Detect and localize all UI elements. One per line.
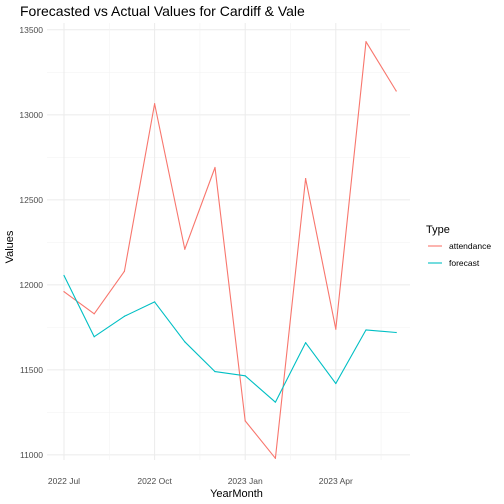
- y-tick-label: 13500: [19, 25, 43, 35]
- x-tick-label: 2023 Jan: [228, 476, 263, 486]
- data-point-attendance: [214, 166, 216, 169]
- y-axis-title: Values: [4, 230, 16, 263]
- data-point-forecast: [154, 301, 156, 303]
- data-point-attendance: [335, 328, 337, 330]
- data-point-attendance: [154, 103, 156, 105]
- data-point-attendance: [184, 248, 186, 250]
- data-point-attendance: [123, 270, 125, 272]
- data-point-attendance: [244, 420, 246, 422]
- data-point-attendance: [395, 90, 397, 92]
- data-point-forecast: [305, 342, 307, 344]
- x-axis-title: YearMonth: [210, 488, 263, 500]
- data-point-forecast: [395, 331, 397, 334]
- data-point-forecast: [335, 382, 337, 385]
- series-line-attendance: [63, 41, 397, 459]
- data-point-forecast: [123, 315, 125, 317]
- data-point-forecast: [274, 401, 276, 403]
- data-point-attendance: [365, 41, 367, 43]
- series-line-forecast: [63, 275, 397, 403]
- y-axis-ticks: 11000 11500 12000 12500 13000 13500: [19, 25, 43, 460]
- data-point-attendance: [93, 313, 95, 315]
- series-lines: [63, 41, 397, 459]
- legend-label-forecast: forecast: [449, 258, 480, 268]
- data-point-forecast: [365, 329, 367, 331]
- grid: [47, 23, 410, 460]
- y-tick-label: 11000: [20, 450, 43, 460]
- x-tick-label: 2022 Jul: [48, 476, 80, 486]
- data-point-forecast: [244, 375, 246, 377]
- data-point-forecast: [184, 341, 186, 343]
- legend: Type attendance forecast: [426, 224, 491, 268]
- chart-title: Forecasted vs Actual Values for Cardiff …: [20, 3, 305, 19]
- data-point-forecast: [214, 370, 216, 373]
- data-point-attendance: [63, 291, 65, 293]
- legend-label-attendance: attendance: [449, 241, 491, 251]
- y-tick-label: 12500: [19, 195, 43, 205]
- data-point-forecast: [93, 336, 95, 338]
- data-point-attendance: [305, 177, 307, 180]
- y-tick-label: 13000: [19, 110, 43, 120]
- data-point-forecast: [63, 274, 65, 277]
- x-axis-ticks: 2022 Jul 2022 Oct 2023 Jan 2023 Apr: [48, 476, 353, 486]
- data-point-attendance: [274, 457, 276, 459]
- y-tick-label: 11500: [20, 365, 43, 375]
- x-tick-label: 2023 Apr: [319, 476, 353, 486]
- x-tick-label: 2022 Oct: [137, 476, 172, 486]
- y-tick-label: 12000: [19, 280, 43, 290]
- legend-title: Type: [426, 224, 450, 236]
